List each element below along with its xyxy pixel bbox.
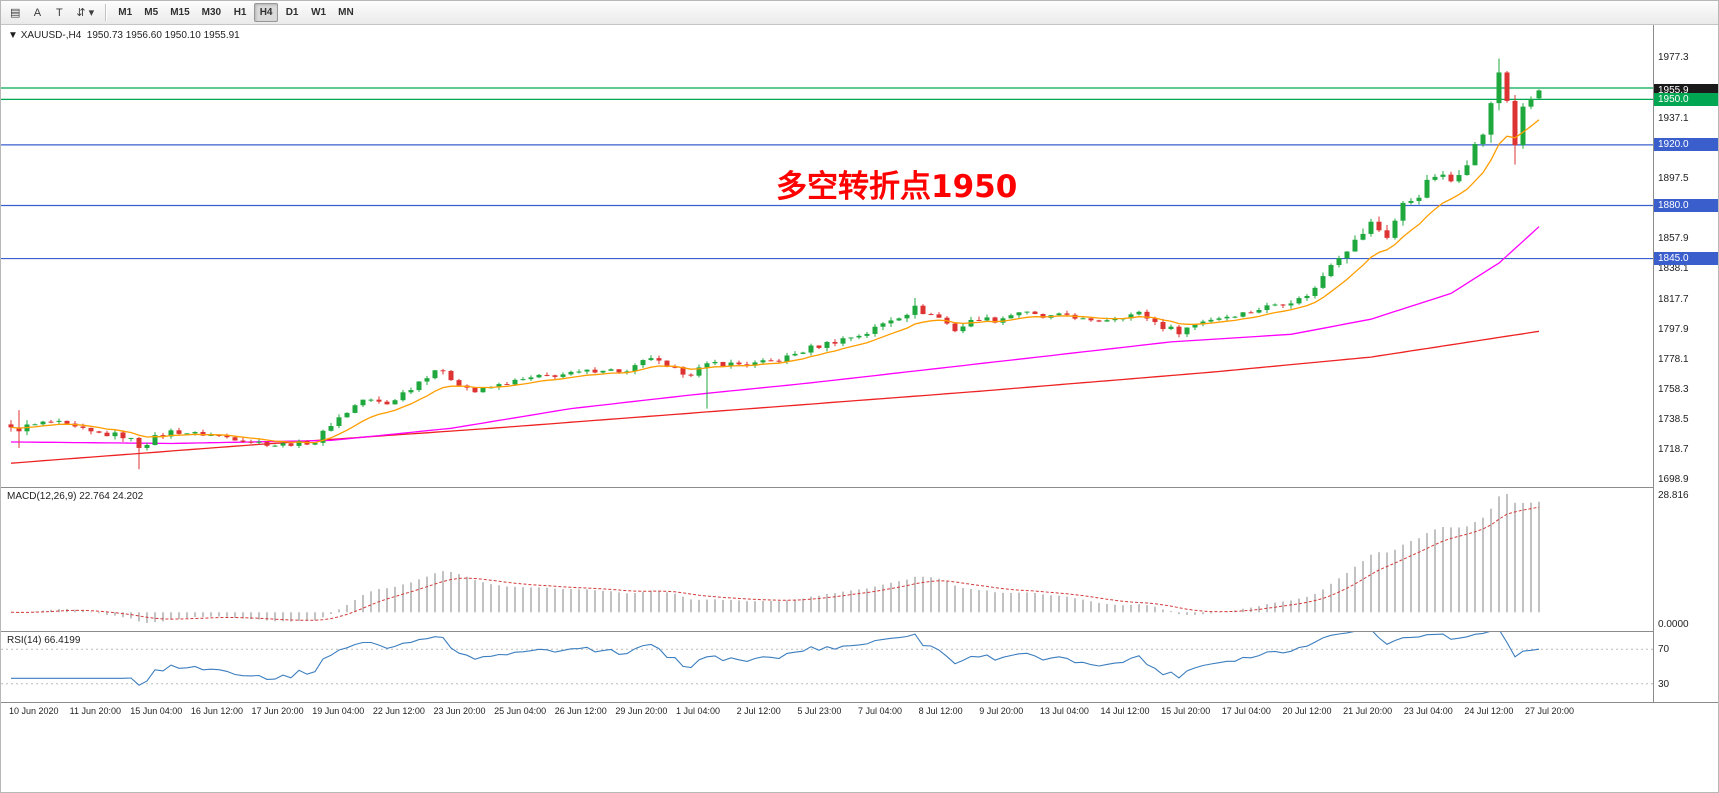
time-axis-label: 13 Jul 04:00 [1039, 706, 1089, 716]
mid-ma-layer [11, 226, 1540, 445]
price-axis-label: 1937.1 [1658, 112, 1689, 124]
time-axis-label: 1 Jul 04:00 [676, 706, 721, 716]
price-axis-label: 1758.3 [1658, 383, 1689, 395]
macd-histogram-layer [18, 494, 1540, 623]
time-axis-label: 11 Jun 20:00 [69, 706, 122, 716]
rsi-canvas[interactable] [1, 632, 1653, 701]
time-axis-label: 23 Jun 20:00 [433, 706, 486, 716]
price-axis-label: 1817.7 [1658, 293, 1689, 305]
timeframe-button-d1[interactable]: D1 [285, 7, 299, 18]
time-axis-label: 7 Jul 04:00 [857, 706, 902, 716]
price-axis-label: 1977.3 [1658, 52, 1689, 63]
collapse-icon[interactable]: ▼ [8, 30, 18, 41]
time-axis-label: 14 Jul 12:00 [1100, 706, 1150, 716]
price-axis-badge: 1880.0 [1654, 198, 1718, 212]
price-axis-label: 1738.5 [1658, 413, 1689, 425]
price-axis-label: 1718.7 [1658, 443, 1689, 455]
time-axis-label: 26 Jun 12:00 [554, 706, 607, 716]
pane-separator-rsi[interactable] [1, 631, 1718, 632]
rsi-line-layer [11, 632, 1540, 686]
timeframe-button-w1[interactable]: W1 [311, 7, 327, 18]
fast-ma-layer [10, 119, 1540, 444]
arrows-style-dropdown-button[interactable]: ⇵ ▾ [76, 7, 95, 19]
timeframe-button-mn[interactable]: MN [338, 7, 354, 18]
macd-signal-layer [10, 506, 1540, 621]
time-axis-label: 17 Jun 20:00 [251, 706, 304, 716]
time-axis-label: 27 Jul 20:00 [1525, 706, 1575, 716]
time-axis-label: 25 Jun 04:00 [494, 706, 547, 716]
rsi-axis-level: 70 [1658, 644, 1670, 656]
time-axis-label: 8 Jul 12:00 [918, 706, 963, 716]
macd-label: MACD(12,26,9) 22.764 24.202 [7, 491, 144, 502]
timeframe-button-m5[interactable]: M5 [144, 7, 159, 18]
pane-separator-macd[interactable] [1, 487, 1718, 488]
letter-a-button[interactable]: A [33, 6, 42, 19]
rsi-levels-layer [1, 648, 1653, 685]
text-object-button[interactable]: T [56, 6, 63, 19]
price-axis-label: 1698.9 [1658, 473, 1689, 485]
price-axis-label: 1778.1 [1658, 353, 1689, 365]
time-axis-label: 20 Jul 12:00 [1282, 706, 1332, 716]
time-axis-label: 22 Jun 12:00 [372, 706, 425, 716]
time-axis-label: 15 Jun 04:00 [130, 706, 183, 716]
timeframe-button-m1[interactable]: M1 [118, 7, 133, 18]
macd-pane[interactable]: MACD(12,26,9) 22.764 24.202 [1, 488, 1653, 631]
price-axis[interactable]: 1977.3 1937.1 1897.5 1857.9 1838.1 1817.7 1797… [1653, 25, 1718, 702]
symbol-text: XAUUSD-,H4 1950.73 1956.60 1950.10 1955.… [20, 30, 240, 41]
time-axis-label: 9 Jul 20:00 [979, 706, 1024, 716]
rsi-pane[interactable]: RSI(14) 66.4199 [1, 632, 1653, 701]
price-axis-label: 1797.9 [1658, 323, 1689, 335]
macd-axis-max: 28.816 [1658, 490, 1689, 501]
macd-canvas[interactable] [1, 488, 1653, 631]
time-axis-label: 17 Jul 04:00 [1221, 706, 1271, 716]
timeframe-button-h1[interactable]: H1 [233, 7, 247, 18]
toolbar: ▤ A T ⇵ ▾ M1 M5 M15 M30 H1 H4 D1 W1 MN [1, 1, 1718, 25]
timeframe-button-m30[interactable]: M30 [201, 7, 222, 18]
price-axis-label: 1857.9 [1658, 232, 1689, 244]
price-chart-canvas[interactable] [1, 25, 1653, 487]
time-axis-label: 29 Jun 20:00 [615, 706, 668, 716]
time-axis-label: 16 Jun 12:00 [190, 706, 243, 716]
chart-annotation-text[interactable]: 多空转折点1950 [776, 169, 1018, 205]
price-axis-badge: 1920.0 [1654, 138, 1718, 152]
slow-ma-layer [10, 330, 1540, 464]
rsi-label: RSI(14) 66.4199 [7, 635, 81, 646]
macd-axis-min: 0.0000 [1658, 619, 1689, 630]
chart-grid-button[interactable]: ▤ [10, 7, 21, 19]
time-axis[interactable]: 10 Jun 2020 11 Jun 20:00 15 Jun 04:00 16 Ju… [1, 702, 1718, 719]
rsi-axis-level: 30 [1658, 678, 1670, 690]
time-axis-label: 24 Jul 12:00 [1464, 706, 1514, 716]
price-chart-pane[interactable]: ▼ XAUUSD-,H4 1950.73 1956.60 1950.10 195… [1, 25, 1653, 487]
time-axis-label: 15 Jul 20:00 [1161, 706, 1211, 716]
price-axis-label: 1838.1 [1658, 262, 1689, 274]
price-axis-badge: 1845.0 [1654, 252, 1718, 266]
timeframe-button-m15[interactable]: M15 [170, 7, 190, 18]
time-axis-label: 23 Jul 04:00 [1403, 706, 1453, 716]
horizontal-lines-layer[interactable] [1, 87, 1653, 260]
time-axis-label: 19 Jun 04:00 [312, 706, 365, 716]
timeframe-button-h4[interactable]: H4 [254, 3, 279, 22]
price-axis-badge: 1950.0 [1654, 92, 1718, 106]
candles-layer [8, 58, 1542, 470]
time-axis-label: 10 Jun 2020 [9, 706, 59, 716]
time-axis-label: 2 Jul 12:00 [736, 706, 781, 716]
toolbar-separator [105, 4, 108, 21]
time-axis-label: 21 Jul 20:00 [1343, 706, 1393, 716]
price-axis-label: 1897.5 [1658, 172, 1689, 184]
symbol-ohlc-line: ▼ XAUUSD-,H4 1950.73 1956.60 1950.10 195… [8, 30, 240, 41]
time-axis-label: 5 Jul 23:00 [797, 706, 842, 716]
